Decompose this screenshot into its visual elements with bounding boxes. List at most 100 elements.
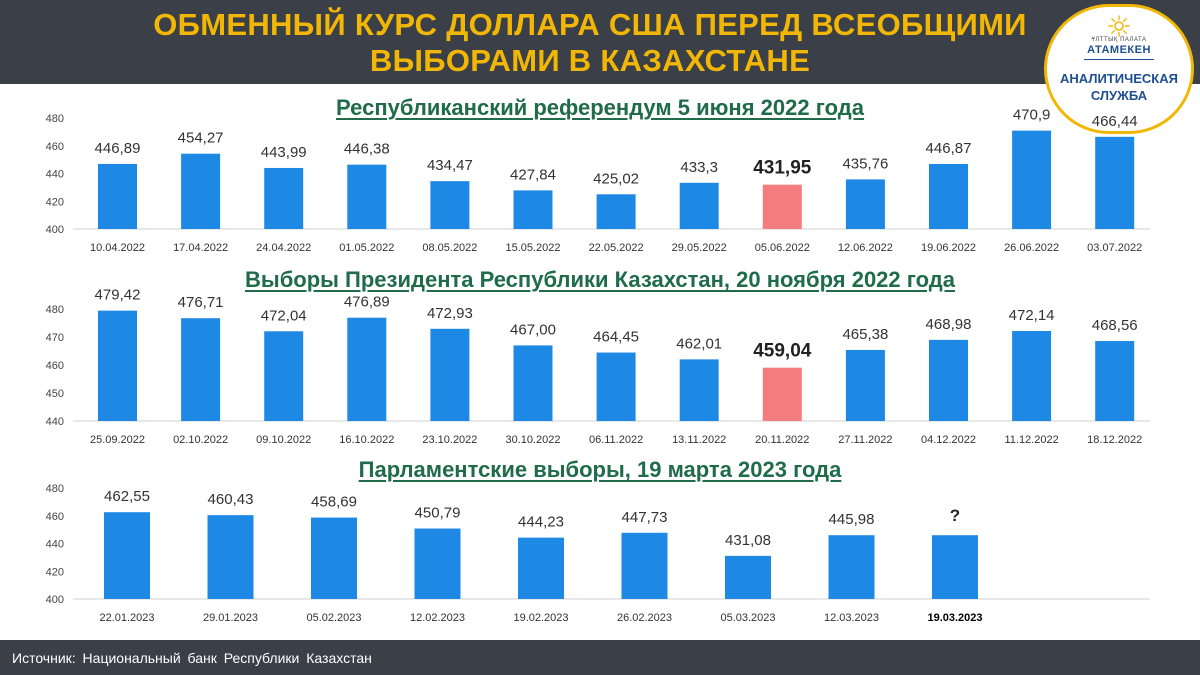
chart2-category-label: 11.12.2022 (1004, 434, 1058, 446)
chart1-category-label: 12.06.2022 (838, 242, 893, 254)
chart2-data-label: 467,00 (510, 321, 556, 338)
chart1-bar (264, 167, 304, 229)
chart3-ytick: 420 (46, 566, 64, 578)
chart3-category-label: 19.02.2023 (513, 612, 568, 624)
chart2-data-label: 462,01 (676, 335, 722, 352)
chart2-data-label: 464,45 (593, 329, 639, 346)
chart1-data-label: 425,02 (593, 170, 639, 187)
chart1-data-label: 434,47 (427, 157, 473, 174)
chart2-category-label: 09.10.2022 (256, 434, 311, 446)
chart3-bar (311, 517, 357, 599)
chart2-category-label: 04.12.2022 (921, 434, 976, 446)
charts-canvas: 400 420 440 460 480 446,89 10.04.2022 454,27 17.… (46, 107, 1150, 624)
chart2-data-label: 472,04 (261, 307, 307, 324)
chart3-data-label: 445,98 (829, 511, 875, 528)
chart1-bar (596, 194, 636, 229)
chart2-bar (845, 349, 885, 421)
chart2-data-label: 476,71 (178, 294, 224, 311)
chart2-bar (929, 339, 968, 421)
chart1-bar (679, 182, 719, 229)
chart1-bar (513, 190, 553, 229)
logo-service-line2: СЛУЖБА (1090, 88, 1148, 103)
page-title-line1: ОБМЕННЫЙ КУРС ДОЛЛАРА США ПЕРЕД ВСЕОБЩИМ… (153, 7, 1027, 42)
chart3-data-label: 450,79 (415, 505, 461, 522)
chart1-ytick: 440 (46, 169, 64, 181)
chart2-category-label: 16.10.2022 (339, 434, 394, 446)
chart1-category-label: 29.05.2022 (672, 242, 727, 254)
chart3-category-label: 12.03.2023 (824, 612, 879, 624)
chart2-category-label: 13.11.2022 (672, 434, 726, 446)
chart2-category-label: 06.11.2022 (589, 434, 643, 446)
chart3-category-label: 22.01.2023 (99, 612, 154, 624)
atameken-logo: ҰЛТТЫҚ ПАЛАТА АТАМЕКЕН АНАЛИТИЧЕСКАЯ СЛУ… (1044, 4, 1194, 134)
chart2-category-label: 30.10.2022 (505, 434, 560, 446)
chart1-category-label: 24.04.2022 (256, 242, 311, 254)
chart3-category-label: 19.03.2023 (927, 612, 982, 624)
chart2-ytick: 440 (46, 416, 64, 428)
chart3-category-label: 29.01.2023 (203, 612, 258, 624)
chart3-data-label: ? (950, 506, 960, 525)
chart1-data-label: 470,9 (1013, 107, 1051, 124)
logo-top-text: ҰЛТТЫҚ ПАЛАТА (1091, 37, 1147, 43)
chart3-bar (104, 512, 150, 599)
chart2-category-label: 27.11.2022 (838, 434, 892, 446)
chart1-bar (845, 179, 885, 229)
chart1-category-label: 01.05.2022 (339, 242, 394, 254)
chart3-data-label: 431,08 (725, 532, 771, 549)
chart2-data-label: 472,14 (1009, 307, 1055, 324)
chart2-data-label: 468,56 (1092, 317, 1138, 334)
chart1-data-label: 433,3 (680, 159, 718, 176)
chart2-data-label: 465,38 (842, 326, 888, 343)
header-bar (0, 0, 1200, 84)
chart3-category-label: 05.02.2023 (306, 612, 361, 624)
chart3-category-label: 12.02.2023 (410, 612, 465, 624)
chart2-data-label: 479,42 (95, 287, 141, 304)
chart1-category-label: 26.06.2022 (1004, 242, 1059, 254)
chart1-data-label: 446,89 (95, 140, 141, 157)
chart1-ytick: 400 (46, 224, 64, 236)
chart3-bar (725, 555, 771, 599)
chart2-ytick: 460 (46, 360, 64, 372)
chart1-bar (929, 163, 968, 229)
chart3-ytick: 400 (46, 594, 64, 606)
chart1-data-label: 446,87 (926, 140, 972, 157)
chart1-bar (181, 153, 221, 229)
chart2-category-label: 02.10.2022 (173, 434, 228, 446)
chart2-ytick: 450 (46, 388, 64, 400)
chart2-category-label: 20.11.2022 (755, 434, 809, 446)
chart2-bar (596, 352, 636, 421)
chart2-data-label: 472,93 (427, 305, 473, 322)
chart2-data-label: 476,89 (344, 294, 390, 311)
chart3-data-label: 444,23 (518, 514, 564, 531)
chart2-bar (181, 318, 221, 421)
footer-bar: Источник: Национальный банк Республики К… (0, 640, 1200, 675)
chart2-bar (430, 328, 470, 421)
chart2-bar (1012, 331, 1052, 421)
chart2-data-label: 459,04 (753, 341, 812, 362)
chart2-category-label: 23.10.2022 (422, 434, 477, 446)
chart1-data-label: 454,27 (178, 130, 224, 147)
chart2-bar (347, 317, 387, 421)
chart1-ytick: 420 (46, 196, 64, 208)
chart1-category-label: 17.04.2022 (173, 242, 228, 254)
chart3-category-label: 26.02.2023 (617, 612, 672, 624)
chart1-data-label: 446,38 (344, 141, 390, 158)
source-note: Источник: Национальный банк Республики К… (12, 650, 372, 666)
chart3-ytick: 480 (46, 483, 64, 495)
chart1-bar (98, 163, 137, 229)
chart1-category-label: 05.06.2022 (755, 242, 810, 254)
chart3-bar (828, 535, 875, 599)
chart1-data-label: 435,76 (842, 155, 888, 172)
chart3-ytick: 460 (46, 511, 64, 523)
chart2-title: Выборы Президента Республики Казахстан, … (245, 267, 955, 292)
chart1-bar (347, 164, 387, 229)
chart3-bar (932, 535, 978, 599)
logo-divider (1084, 59, 1154, 60)
chart1-category-label: 08.05.2022 (422, 242, 477, 254)
chart1-ytick: 480 (46, 113, 64, 125)
chart1-bar (762, 184, 802, 229)
chart1-title: Республиканский референдум 5 июня 2022 г… (336, 95, 864, 120)
chart3-ytick: 440 (46, 539, 64, 551)
chart2-bar (264, 331, 304, 421)
chart3-bar (518, 537, 564, 599)
